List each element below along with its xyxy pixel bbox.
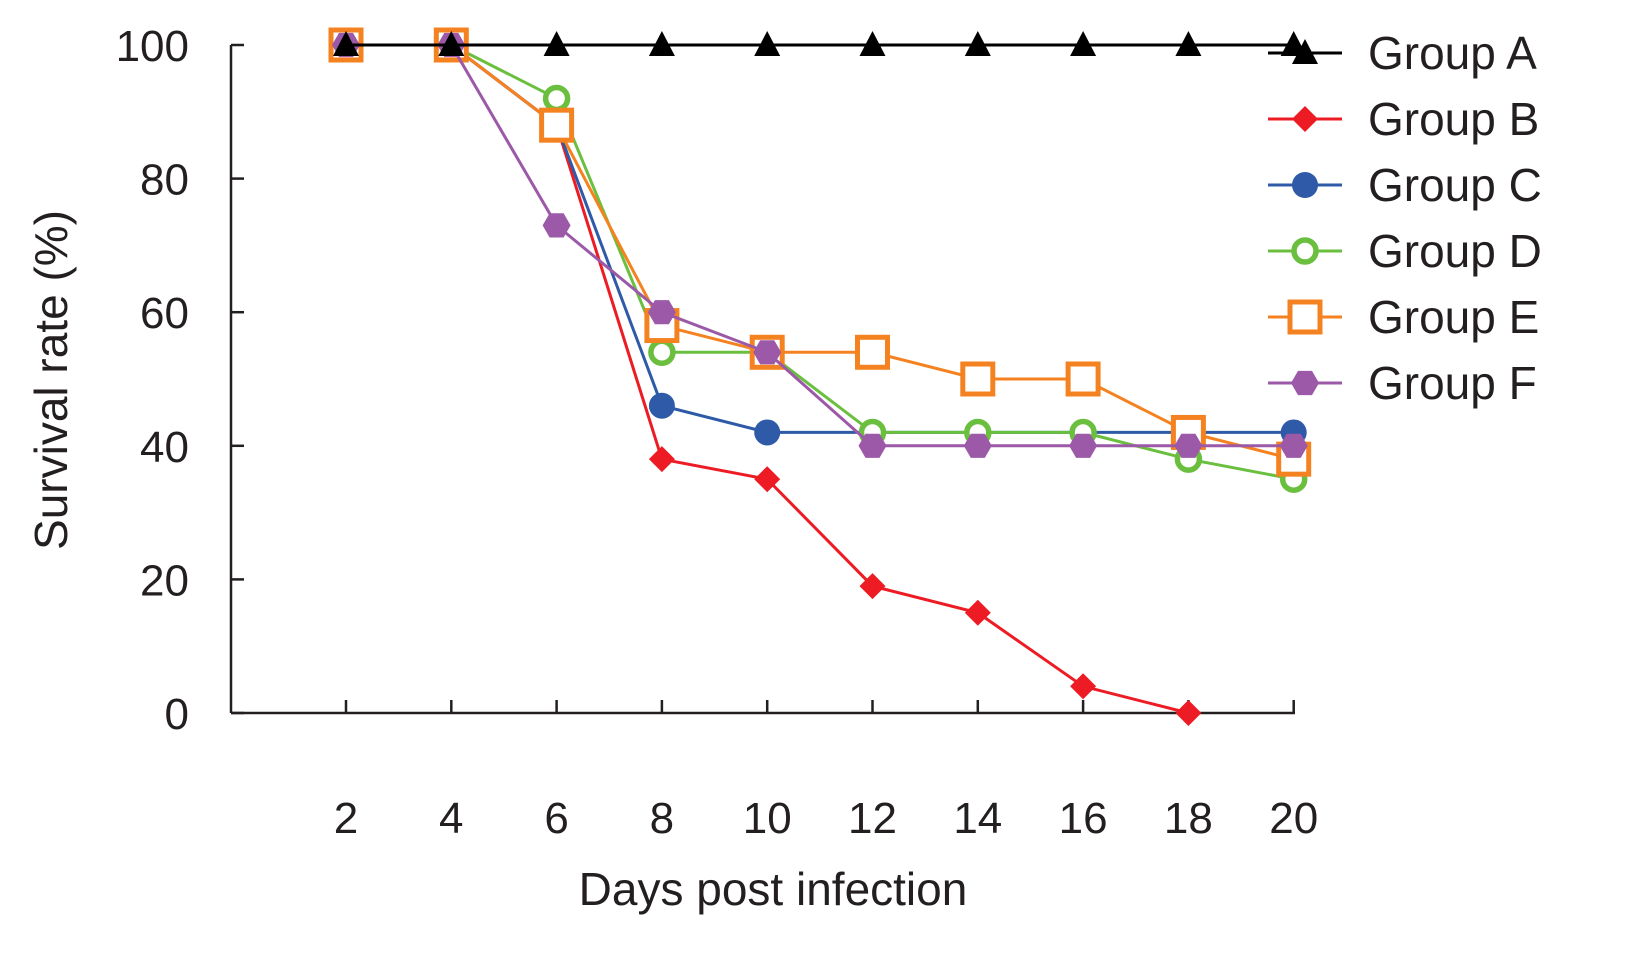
legend-item-group-a: Group A bbox=[1268, 27, 1537, 79]
legend-item-group-c: Group C bbox=[1268, 159, 1542, 211]
x-tick-label: 8 bbox=[650, 794, 674, 843]
legend-label: Group E bbox=[1368, 291, 1539, 343]
legend-label: Group C bbox=[1368, 159, 1542, 211]
legend-marker bbox=[1292, 39, 1318, 64]
data-point-group-a bbox=[964, 31, 991, 56]
data-point-group-b bbox=[648, 446, 675, 473]
data-point-group-b bbox=[1070, 673, 1097, 700]
data-point-group-a bbox=[648, 31, 675, 56]
series-group-d bbox=[332, 31, 1308, 493]
data-point-group-f bbox=[1174, 433, 1203, 458]
x-tick-label: 2 bbox=[334, 794, 358, 843]
x-tick-label: 20 bbox=[1269, 794, 1318, 843]
y-tick-label: 100 bbox=[116, 22, 189, 71]
data-point-group-f bbox=[647, 300, 676, 325]
series-layer bbox=[328, 27, 1312, 726]
legend-marker bbox=[1287, 299, 1323, 335]
y-ticks: 0 20 40 60 80 100 bbox=[116, 22, 244, 739]
series-line-group-f bbox=[346, 43, 1294, 448]
legend-item-group-f: Group F bbox=[1268, 357, 1537, 409]
x-tick-label: 16 bbox=[1059, 794, 1108, 843]
legend-label: Group F bbox=[1368, 357, 1537, 409]
data-point-group-e bbox=[960, 361, 996, 397]
legend-marker bbox=[1292, 172, 1318, 198]
data-point-group-f bbox=[1279, 433, 1308, 458]
data-point-group-d bbox=[648, 338, 676, 367]
x-tick-label: 4 bbox=[439, 794, 463, 843]
data-point-group-c bbox=[648, 392, 675, 419]
data-point-group-f bbox=[963, 433, 992, 458]
data-point-group-b bbox=[859, 573, 886, 600]
data-point-group-b bbox=[754, 466, 781, 493]
data-point-group-a bbox=[438, 31, 465, 56]
x-tick-label: 14 bbox=[953, 794, 1002, 843]
legend: Group A Group B Group C Group D Group E Group… bbox=[1268, 27, 1542, 409]
data-point-group-d bbox=[542, 84, 571, 113]
x-tick-label: 18 bbox=[1164, 794, 1213, 843]
legend-marker bbox=[1291, 370, 1319, 396]
data-point-group-a bbox=[333, 31, 359, 56]
series-group-a bbox=[333, 31, 1307, 56]
y-tick-label: 40 bbox=[140, 423, 189, 472]
legend-marker bbox=[1291, 237, 1319, 265]
data-point-group-f bbox=[1069, 433, 1098, 458]
y-tick-label: 0 bbox=[165, 690, 189, 739]
data-point-group-a bbox=[543, 31, 570, 56]
data-point-group-a bbox=[1070, 31, 1097, 56]
series-line-group-e bbox=[346, 43, 1295, 461]
x-axis-title: Days post infection bbox=[579, 863, 968, 915]
x-tick-label: 10 bbox=[743, 794, 792, 843]
y-tick-label: 60 bbox=[140, 289, 189, 338]
x-ticks: 2 4 6 8 10 12 14 16 18 20 bbox=[334, 700, 1318, 843]
data-point-group-b bbox=[964, 599, 991, 626]
legend-label: Group A bbox=[1368, 27, 1537, 79]
data-point-group-e bbox=[855, 334, 890, 370]
data-point-group-a bbox=[754, 31, 781, 56]
data-point-group-e bbox=[539, 107, 575, 143]
y-tick-label: 80 bbox=[140, 156, 189, 205]
legend-label: Group D bbox=[1368, 225, 1542, 277]
y-tick-label: 20 bbox=[140, 556, 189, 605]
legend-marker bbox=[1292, 106, 1318, 132]
data-point-group-f bbox=[542, 213, 571, 238]
legend-label: Group B bbox=[1368, 93, 1539, 145]
axes bbox=[229, 45, 1295, 715]
data-point-group-f bbox=[753, 340, 782, 365]
series-group-e bbox=[328, 27, 1312, 477]
data-point-group-a bbox=[1175, 31, 1202, 56]
legend-item-group-e: Group E bbox=[1268, 291, 1539, 343]
y-axis-title: Survival rate (%) bbox=[25, 210, 77, 550]
legend-item-group-d: Group D bbox=[1268, 225, 1542, 277]
data-point-group-e bbox=[1065, 361, 1101, 397]
data-point-group-a bbox=[859, 31, 886, 56]
data-point-group-b bbox=[1175, 700, 1202, 726]
x-tick-label: 12 bbox=[848, 794, 897, 843]
series-line-group-c bbox=[346, 43, 1294, 434]
x-tick-label: 6 bbox=[544, 794, 568, 843]
data-point-group-f bbox=[858, 433, 887, 458]
legend-item-group-b: Group B bbox=[1268, 93, 1539, 145]
series-group-f bbox=[332, 32, 1308, 458]
data-point-group-c bbox=[754, 419, 781, 446]
